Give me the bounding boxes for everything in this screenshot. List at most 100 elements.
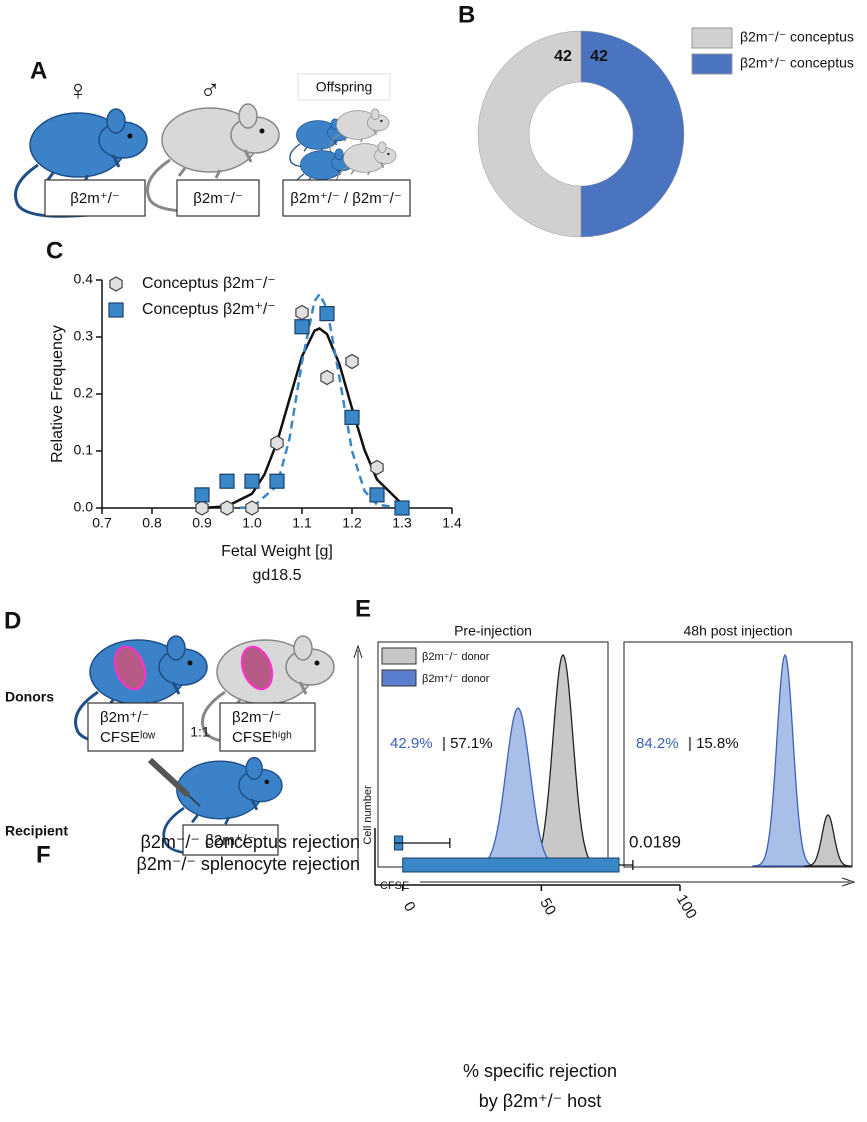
hexagon-point xyxy=(270,435,284,451)
square-point xyxy=(108,302,124,318)
x-tick-label: 1.2 xyxy=(342,515,362,531)
axis-arrow xyxy=(420,877,856,887)
x-tick-label: 0 xyxy=(400,899,419,915)
offspring-box xyxy=(297,73,391,101)
mouse-ear xyxy=(166,635,186,661)
genotype: β2m⁺/⁻ xyxy=(205,832,254,849)
category-label: β2m⁻/⁻ conceptus rejection xyxy=(141,832,360,852)
cfse-level: CFSEʰⁱᵍʰ xyxy=(232,729,292,746)
panel-label: A xyxy=(30,57,47,84)
error-bar xyxy=(394,838,451,848)
x-axis-label: % specific rejection xyxy=(463,1061,617,1081)
x-axis-label: Fetal Weight [g] xyxy=(221,543,333,560)
mouse-eye xyxy=(380,119,383,123)
mouse-eye xyxy=(314,660,320,666)
syringe xyxy=(147,757,191,798)
x-axis-label: by β2m⁺/⁻ host xyxy=(479,1091,601,1111)
mouse xyxy=(329,108,390,158)
percent-label: 42.9% xyxy=(390,735,433,752)
x-tick-label: 50 xyxy=(536,895,559,918)
flow-histograms xyxy=(353,641,856,887)
donor-box xyxy=(87,702,184,752)
legend-swatch xyxy=(381,647,417,665)
hexagon-point xyxy=(245,500,259,516)
mouse-eye xyxy=(127,133,133,139)
legend-swatch xyxy=(691,53,733,75)
square-point xyxy=(244,473,260,489)
x-tick-label: 0.7 xyxy=(92,515,112,531)
square-point xyxy=(369,487,385,503)
y-axis-label: Relative Frequency xyxy=(49,325,66,463)
axis-label: Cell number xyxy=(362,785,374,845)
y-tick-label: 0.1 xyxy=(74,442,94,458)
spleen xyxy=(113,645,147,691)
x-tick-label: 1.4 xyxy=(442,515,462,531)
needle xyxy=(187,794,201,807)
mouse-ear xyxy=(238,103,258,129)
mouse-eye xyxy=(387,152,390,156)
mouse-feet xyxy=(343,129,378,143)
genotype: β2m⁻/⁻ xyxy=(193,190,242,207)
genotype: β2m⁺/⁻ xyxy=(100,709,149,726)
x-tick-label: 0.8 xyxy=(142,515,162,531)
donut-slice xyxy=(580,30,685,238)
genotype-box xyxy=(176,179,260,217)
genotype-box xyxy=(282,179,411,217)
x-axis-label: gd18.5 xyxy=(253,567,302,584)
x-tick-label: 0.9 xyxy=(192,515,212,531)
mouse-feet xyxy=(350,162,385,176)
mouse-ear xyxy=(245,756,263,780)
x-tick-label: 100 xyxy=(673,892,700,922)
donor-box xyxy=(219,702,316,752)
square-point xyxy=(219,473,235,489)
mouse-feet xyxy=(191,798,259,825)
x-tick-label: 1.1 xyxy=(292,515,312,531)
axis-arrow xyxy=(353,644,363,862)
y-tick-label: 0.2 xyxy=(74,385,94,401)
genotype: β2m⁺/⁻ / β2m⁻/⁻ xyxy=(290,190,401,207)
group-label: Donors xyxy=(5,689,54,705)
percent-label: | 57.1% xyxy=(442,735,493,752)
mouse-ear xyxy=(293,635,313,661)
bar xyxy=(402,857,620,873)
percent-label: | 15.8% xyxy=(688,735,739,752)
female-symbol: ♀ xyxy=(68,74,89,105)
hexagon-point xyxy=(195,500,209,516)
square-point xyxy=(319,306,335,322)
mouse-ear xyxy=(370,108,380,120)
axis-label: CFSE xyxy=(380,880,409,892)
category-label: β2m⁻/⁻ splenocyte rejection xyxy=(137,854,360,874)
x-tick-label: 1.0 xyxy=(242,515,262,531)
legend-label: Conceptus β2m⁻/⁻ xyxy=(142,275,276,292)
genotype: β2m⁺/⁻ xyxy=(70,190,119,207)
percent-label: 84.2% xyxy=(636,735,679,752)
mouse-ear xyxy=(106,108,126,134)
mouse-eye xyxy=(187,660,193,666)
spleen xyxy=(240,645,274,691)
hexagon-point xyxy=(370,459,384,476)
panel-label: D xyxy=(4,607,21,634)
mouse-feet xyxy=(177,149,253,179)
y-tick-label: 0.0 xyxy=(74,499,94,515)
value-label: 42 xyxy=(590,48,608,65)
error-bar xyxy=(619,860,634,870)
legend-label: β2m⁺/⁻ donor xyxy=(422,673,490,685)
hexagon-point xyxy=(345,353,359,370)
genotype: β2m⁻/⁻ xyxy=(232,709,281,726)
legend-label: β2m⁺/⁻ conceptus xyxy=(740,55,854,71)
panel-label: B xyxy=(458,1,475,28)
donut-slice xyxy=(477,30,582,238)
mouse-eye xyxy=(264,779,270,785)
value-label: 42 xyxy=(554,48,572,65)
group-label: Recipient xyxy=(5,823,68,839)
hexagon-point xyxy=(320,369,334,386)
mouse-ear xyxy=(377,141,387,153)
histogram-title: 48h post injection xyxy=(684,623,793,639)
square-point xyxy=(294,319,310,335)
square-point xyxy=(394,500,410,516)
annotation: 0.0189 xyxy=(629,832,681,851)
legend-label: Conceptus β2m⁺/⁻ xyxy=(142,301,276,318)
mouse xyxy=(336,141,397,191)
mouse-ear xyxy=(334,148,344,160)
